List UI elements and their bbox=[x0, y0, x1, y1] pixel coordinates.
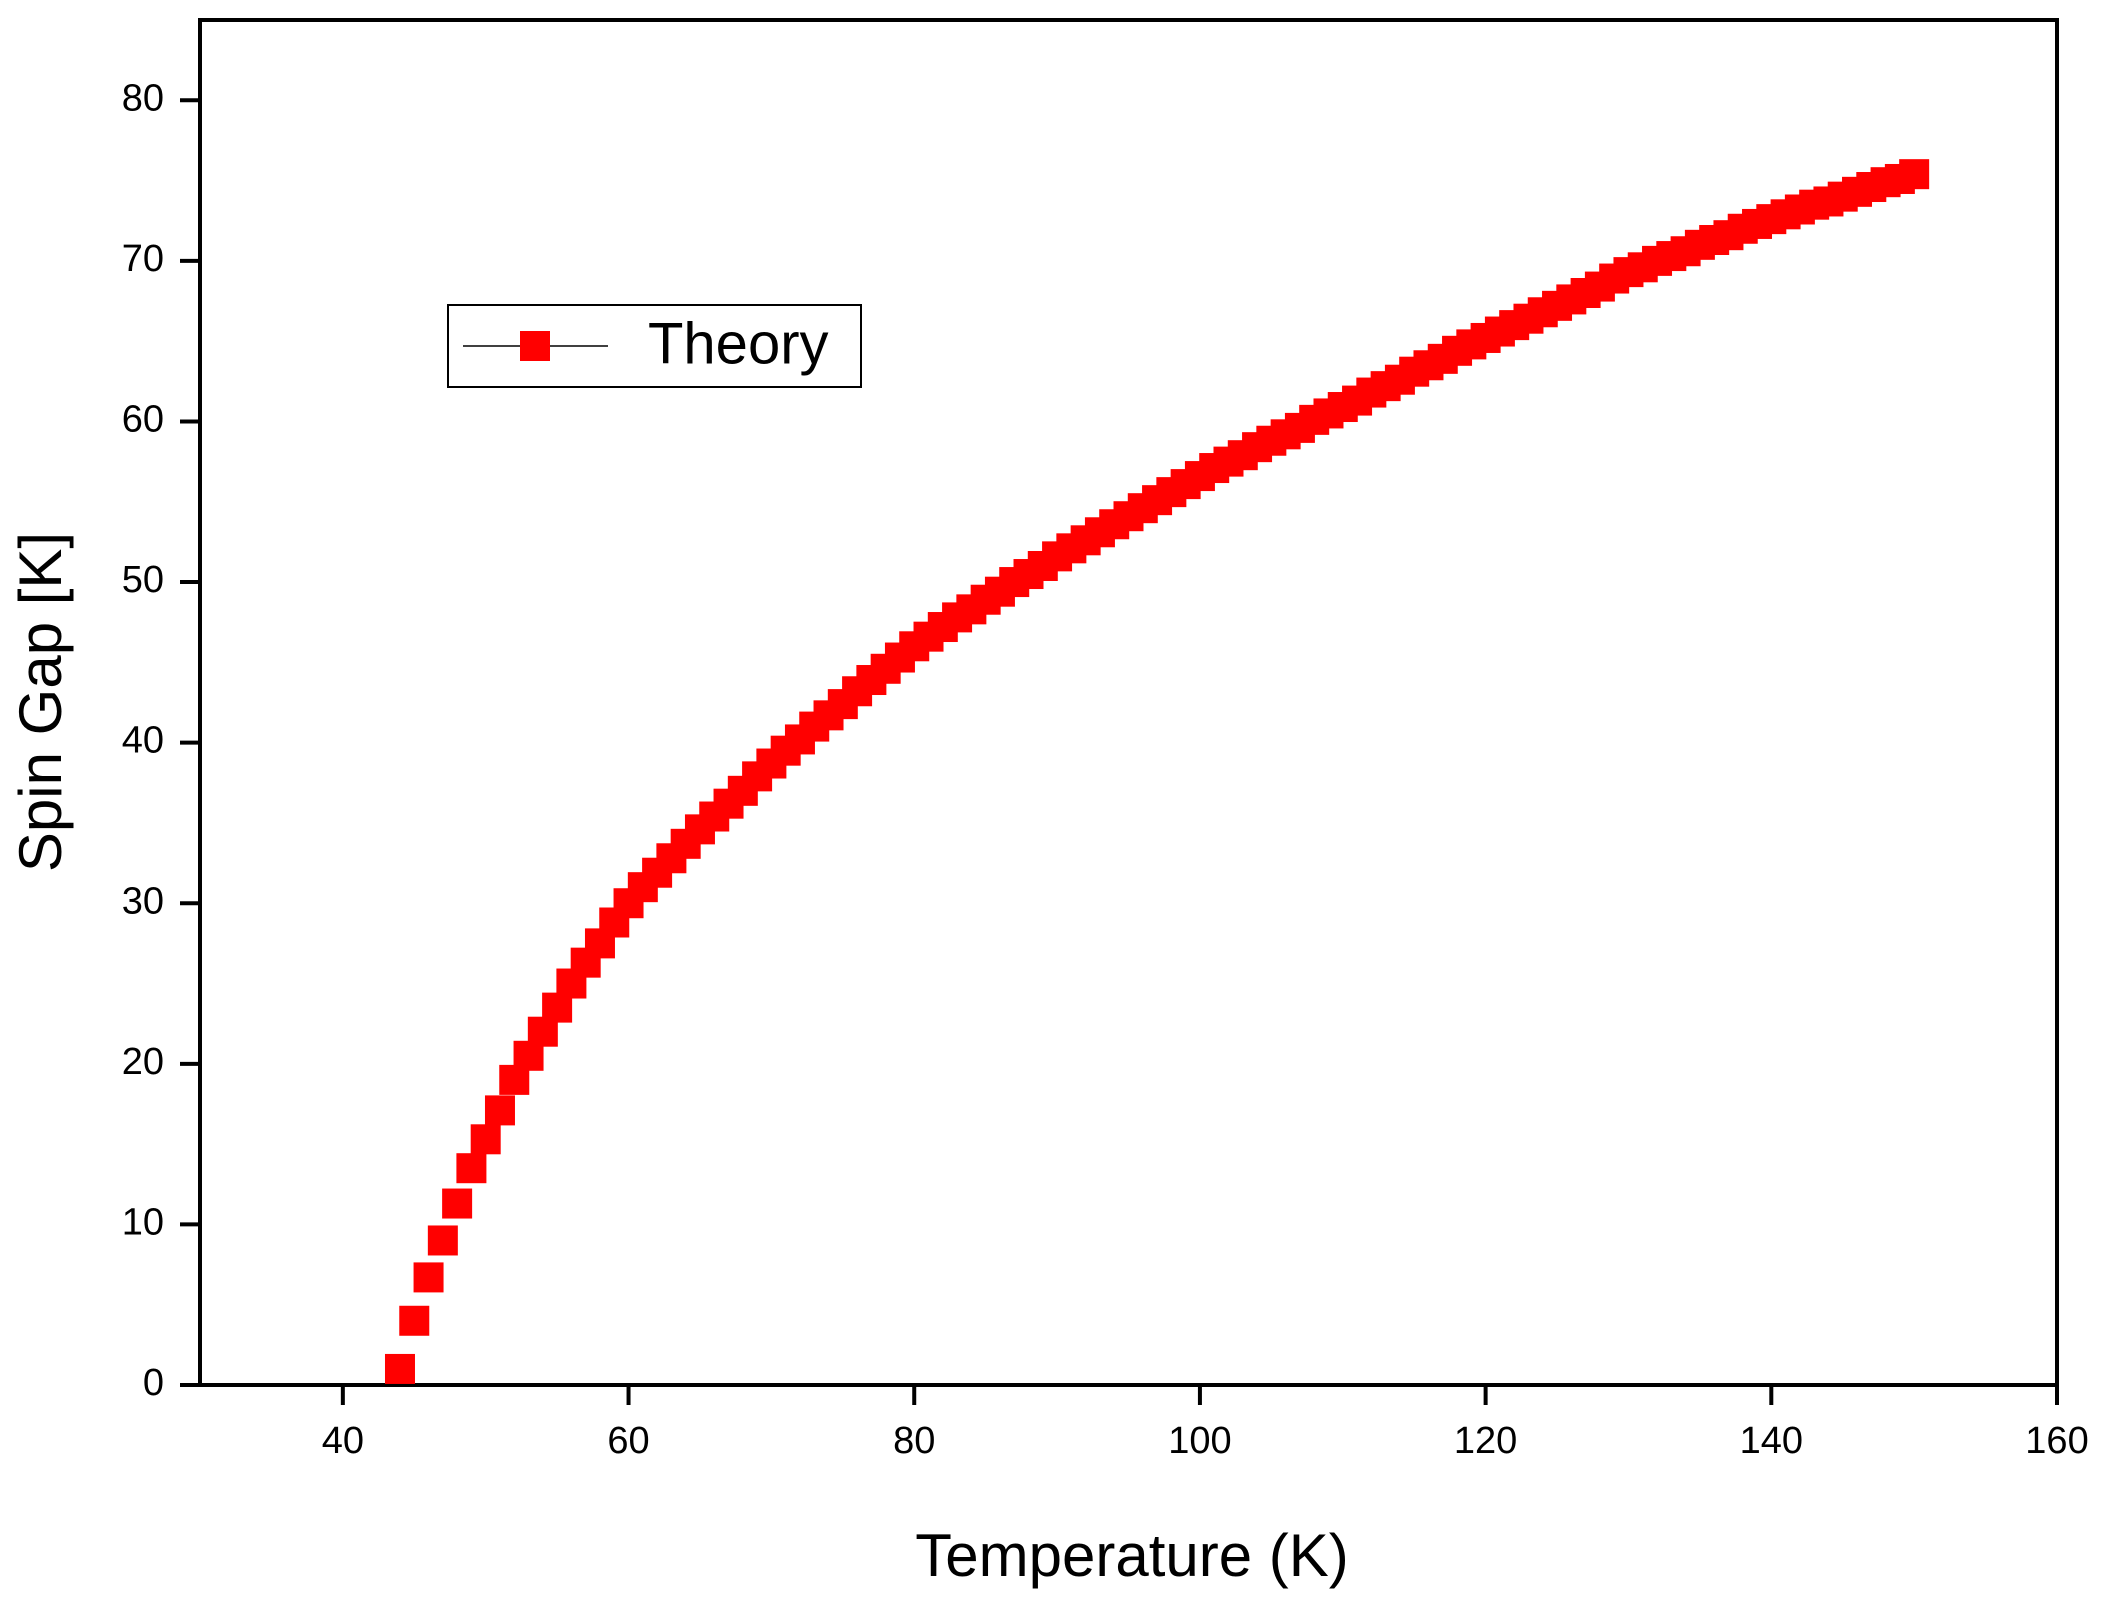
plot-frame bbox=[198, 18, 2059, 1387]
x-tick-label: 160 bbox=[2025, 1420, 2088, 1462]
y-tick-label: 50 bbox=[122, 559, 164, 601]
legend-label: Theory bbox=[648, 311, 829, 376]
marker bbox=[384, 1353, 415, 1384]
x-tick-label: 120 bbox=[1454, 1420, 1517, 1462]
y-tick-label: 10 bbox=[122, 1201, 164, 1243]
y-tick-label: 20 bbox=[122, 1041, 164, 1083]
marker bbox=[456, 1153, 487, 1184]
y-tick-label: 80 bbox=[122, 77, 164, 119]
marker bbox=[1899, 159, 1930, 190]
x-tick-label: 40 bbox=[322, 1420, 364, 1462]
marker bbox=[470, 1124, 501, 1155]
y-tick-label: 40 bbox=[122, 720, 164, 762]
y-tick-label: 60 bbox=[122, 399, 164, 441]
marker bbox=[427, 1225, 458, 1256]
marker bbox=[442, 1188, 473, 1219]
x-axis-label: Temperature (K) bbox=[915, 1522, 1348, 1589]
marker bbox=[399, 1305, 430, 1336]
x-tick-label: 80 bbox=[893, 1420, 935, 1462]
legend-marker bbox=[520, 331, 550, 361]
x-tick-label: 60 bbox=[607, 1420, 649, 1462]
x-tick-label: 100 bbox=[1168, 1420, 1231, 1462]
y-tick-label: 0 bbox=[143, 1362, 164, 1404]
y-tick-label: 30 bbox=[122, 880, 164, 922]
marker bbox=[413, 1262, 444, 1293]
y-tick-label: 70 bbox=[122, 238, 164, 280]
marker bbox=[484, 1095, 515, 1126]
y-axis-label: Spin Gap [K] bbox=[7, 532, 74, 872]
x-tick-label: 140 bbox=[1740, 1420, 1803, 1462]
